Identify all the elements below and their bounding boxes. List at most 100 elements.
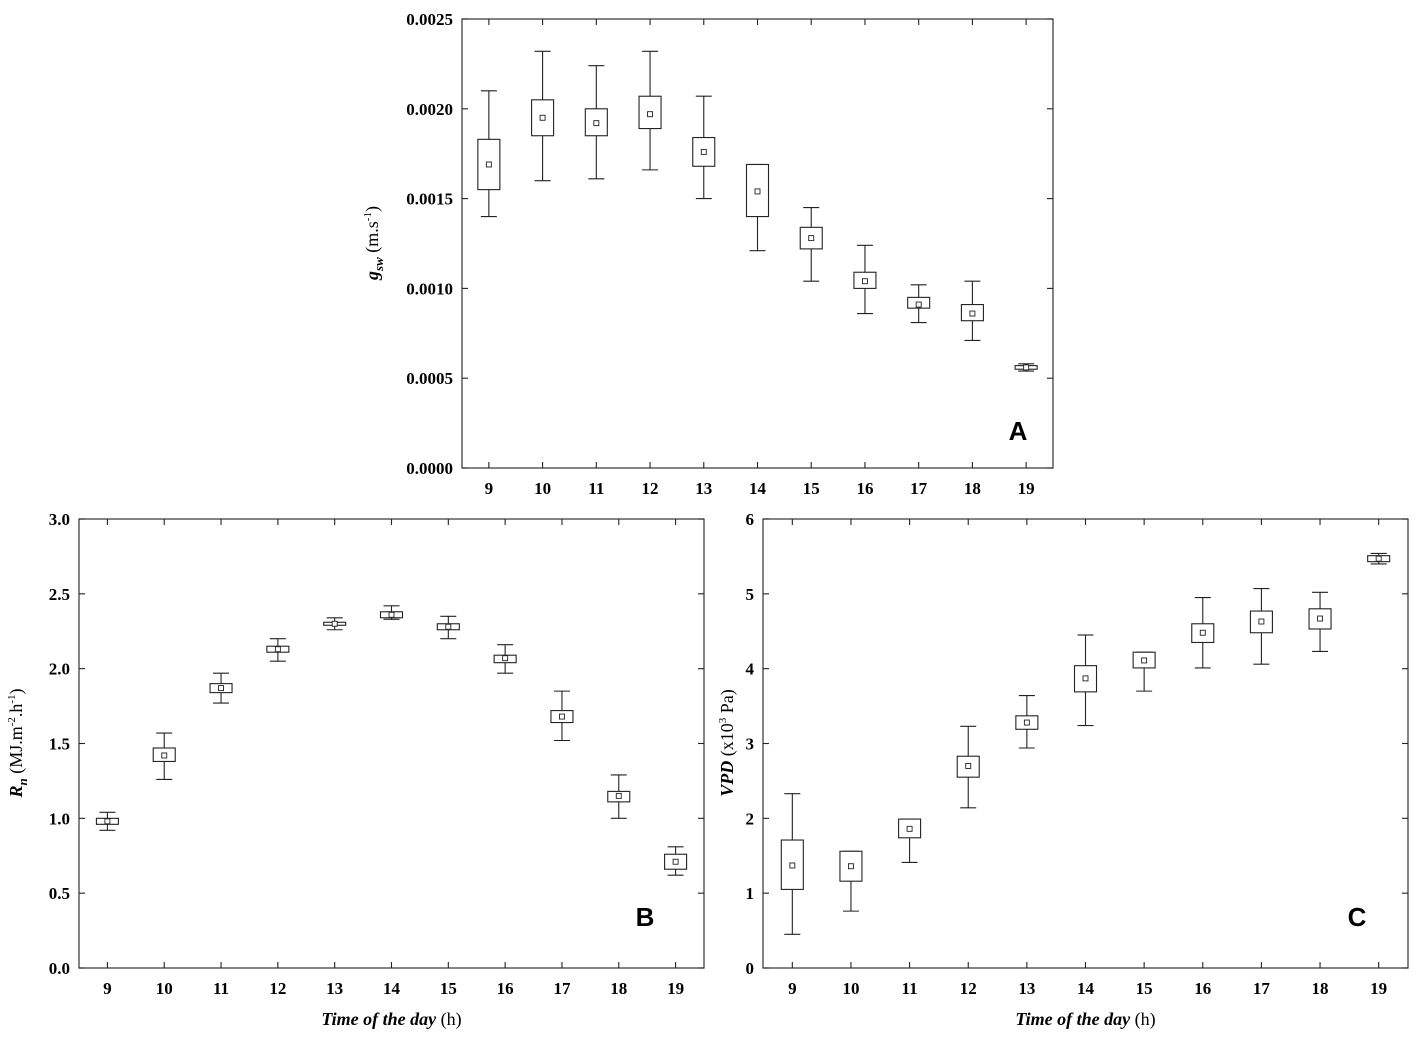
x-tick-label: 12 (269, 979, 286, 998)
x-tick-label: 16 (497, 979, 514, 998)
box-17 (907, 284, 931, 324)
y-tick-label: 0.0015 (406, 190, 453, 209)
y-tick-label: 3 (746, 735, 755, 754)
median-point (754, 188, 761, 195)
x-tick-label: 10 (534, 479, 551, 498)
median-point (700, 148, 707, 155)
box-14 (745, 163, 770, 252)
box-9 (95, 811, 119, 831)
median-point (274, 646, 281, 653)
panel-letter: C (1348, 902, 1367, 932)
box-18 (960, 280, 984, 342)
median-point (1023, 719, 1030, 726)
median-point (672, 858, 679, 865)
box-12 (638, 50, 662, 171)
y-tick-label: 4 (746, 660, 755, 679)
y-tick-label: 6 (746, 510, 755, 529)
y-tick-label: 0.0 (49, 959, 70, 978)
median-point (965, 763, 972, 769)
median-point (615, 792, 622, 799)
x-tick-label: 16 (1194, 979, 1211, 998)
box-13 (323, 617, 347, 631)
panel-B: 0.0 0.5 1.0 1.5 2.0 2.5 3.0 9 10 11 12 13 14 15 16 17 18… (6, 510, 705, 1030)
y-tick-label: 1.0 (49, 809, 70, 828)
x-tick-label: 15 (803, 479, 820, 498)
box-17 (550, 690, 574, 742)
x-tick-label: 14 (749, 479, 767, 498)
x-tick-label: 19 (667, 979, 684, 998)
box-15 (799, 207, 823, 282)
x-tick-label: 13 (1018, 979, 1035, 998)
y-tick-label: 5 (746, 585, 755, 604)
box-17 (1249, 588, 1273, 665)
box-10 (839, 850, 863, 912)
x-tick-label: 17 (1253, 979, 1271, 998)
x-tick-label: 17 (910, 479, 928, 498)
median-point (1199, 629, 1206, 636)
panel-letter: A (1009, 416, 1028, 446)
median-point (1141, 657, 1148, 664)
x-tick-label: 15 (440, 979, 457, 998)
y-tick-label: 1.5 (49, 735, 70, 754)
y-tick-label: 1 (746, 884, 755, 903)
y-tick-label: 2.0 (49, 660, 70, 679)
box-10 (531, 50, 555, 182)
box-15 (1132, 651, 1156, 692)
box-19 (664, 846, 688, 876)
x-tick-label: 11 (213, 979, 229, 998)
median-point (1082, 675, 1089, 682)
median-point (915, 301, 922, 308)
median-point (161, 752, 168, 759)
panel-A: 0.0000 0.0005 0.0010 0.0015 0.0020 0.0025 9 10 1… (362, 10, 1054, 498)
median-point (388, 611, 395, 618)
box-12 (956, 725, 980, 809)
y-tick-label: 2 (746, 809, 755, 828)
box-16 (1191, 597, 1215, 669)
y-tick-label: 0.0025 (406, 10, 453, 29)
x-tick-label: 12 (642, 479, 659, 498)
x-tick-label: 10 (156, 979, 173, 998)
median-point (445, 623, 452, 630)
y-tick-label: 0.0020 (406, 100, 453, 119)
median-point (647, 111, 653, 118)
box-11 (584, 65, 608, 180)
x-tick-label: 18 (964, 479, 981, 498)
y-axis-label: Rn (MJ.m-2.h-1) (6, 688, 30, 798)
median-point (218, 685, 224, 692)
y-axis-label: gsw (m.s-1) (362, 206, 386, 281)
median-point (969, 310, 976, 317)
median-point (331, 620, 338, 627)
median-point (789, 862, 796, 869)
box-9 (780, 793, 804, 935)
x-tick-label: 10 (842, 979, 859, 998)
box-18 (1308, 591, 1332, 653)
median-point (539, 114, 546, 121)
median-point (1375, 555, 1382, 562)
panel-letter: B (636, 902, 655, 932)
median-point (485, 161, 492, 168)
median-point (1258, 618, 1265, 625)
box-13 (1015, 695, 1039, 749)
median-point (808, 235, 815, 242)
median-point (1023, 364, 1030, 371)
box-15 (436, 615, 460, 640)
plot-frame (78, 518, 705, 969)
x-tick-label: 18 (610, 979, 627, 998)
x-tick-label: 19 (1370, 979, 1387, 998)
box-13 (692, 95, 716, 200)
y-axis-label: VPD (x103 Pa) (717, 689, 738, 797)
x-tick-label: 17 (553, 979, 571, 998)
y-tick-label: 2.5 (49, 585, 70, 604)
x-tick-label: 9 (788, 979, 797, 998)
x-tick-label: 11 (902, 979, 918, 998)
box-12 (266, 638, 290, 662)
x-tick-label: 15 (1136, 979, 1153, 998)
x-tick-label: 12 (960, 979, 977, 998)
box-18 (607, 774, 631, 819)
median-point (559, 713, 565, 720)
y-tick-label: 0.5 (49, 884, 70, 903)
x-tick-label: 9 (485, 479, 494, 498)
y-tick-label: 0.0010 (406, 279, 453, 298)
x-tick-label: 11 (588, 479, 604, 498)
